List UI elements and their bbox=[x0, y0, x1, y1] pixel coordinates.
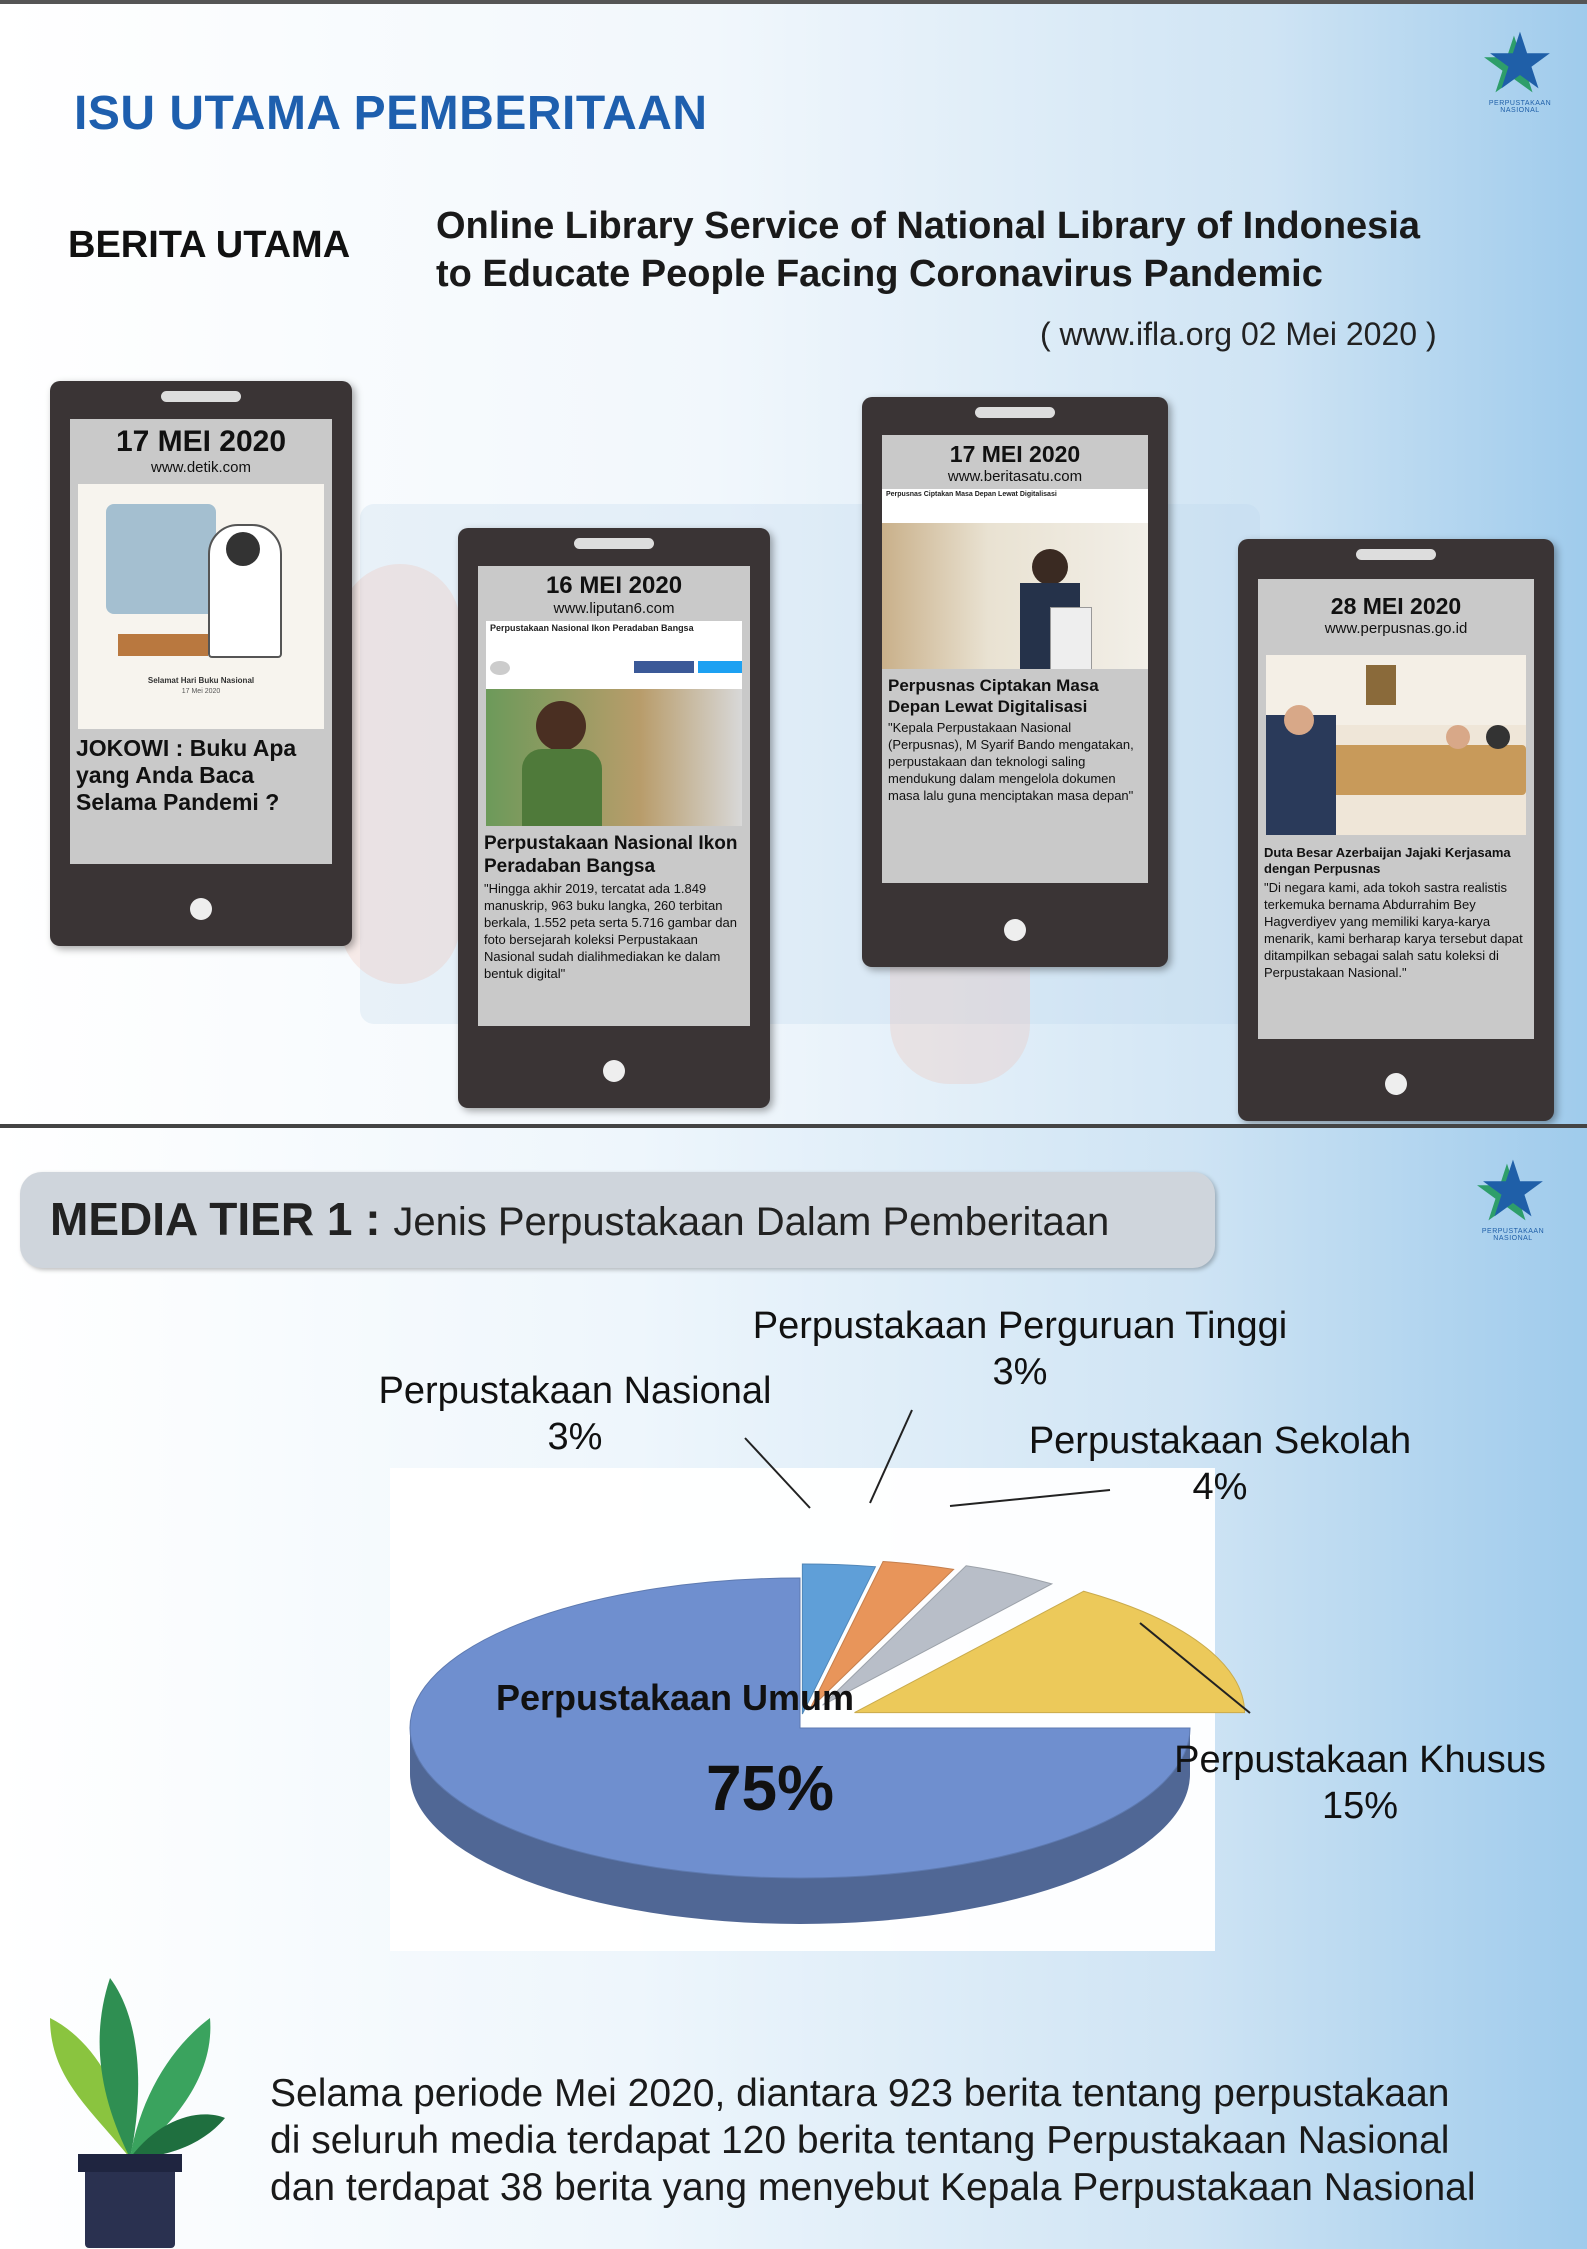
phone-card: 17 MEI 2020 www.detik.com Selamat Hari B… bbox=[50, 381, 352, 946]
title-banner bbox=[20, 1172, 1215, 1268]
news-caption: Perpusnas Ciptakan Masa Depan Lewat Digi… bbox=[888, 676, 1099, 716]
star-logo-icon: ★ bbox=[1485, 17, 1555, 105]
news-date: 17 MEI 2020 bbox=[115, 425, 287, 458]
slice-sekolah bbox=[822, 1565, 1054, 1706]
phone-card: 28 MEI 2020 www.perpusnas.go.id Duta Bes… bbox=[1238, 539, 1554, 1121]
phone-screen: 17 MEI 2020 www.detik.com Selamat Hari B… bbox=[70, 419, 332, 864]
slice-label-sekolah: Perpustakaan Sekolah 4% bbox=[1028, 1420, 1412, 1508]
slice-label-nasional: Perpustakaan Nasional 3% bbox=[378, 1370, 772, 1458]
section-label: BERITA UTAMA bbox=[68, 224, 351, 266]
page-title: ISU UTAMA PEMBERITAAN bbox=[74, 87, 708, 140]
news-image: Selamat Hari Buku Nasional 17 Mei 2020 bbox=[78, 484, 324, 729]
headline: Online Library Service of National Libra… bbox=[436, 205, 1421, 295]
phone-card: 16 MEI 2020 www.liputan6.com Perpustakaa… bbox=[458, 528, 770, 1108]
leader-line bbox=[949, 1489, 1111, 1507]
news-image bbox=[1266, 655, 1526, 835]
slice-khusus bbox=[854, 1590, 1246, 1714]
news-site: www.detik.com bbox=[150, 459, 252, 476]
phone-screen: 28 MEI 2020 www.perpusnas.go.id Duta Bes… bbox=[1258, 579, 1534, 1039]
slide-media-tier: MEDIA TIER 1 : Jenis Perpustakaan Dalam … bbox=[0, 1124, 1587, 2249]
slice-label-umum: Perpustakaan Umum bbox=[495, 1677, 855, 1718]
phone-card: 17 MEI 2020 www.beritasatu.com Perpusnas… bbox=[862, 397, 1168, 967]
leader-line bbox=[744, 1437, 811, 1509]
news-image: Perpustakaan Nasional Ikon Peradaban Ban… bbox=[486, 621, 742, 826]
slice-perguruan-tinggi bbox=[809, 1560, 955, 1710]
summary-text: Selama periode Mei 2020, diantara 923 be… bbox=[270, 2072, 1476, 2209]
plant-icon bbox=[50, 1978, 225, 2248]
slice-nasional bbox=[801, 1563, 877, 1715]
phone-screen: 17 MEI 2020 www.beritasatu.com Perpusnas… bbox=[882, 435, 1148, 883]
slide-isu-utama: ISU UTAMA PEMBERITAAN ★ PERPUSTAKAAN NAS… bbox=[0, 0, 1587, 1126]
pie-chart bbox=[409, 1409, 1251, 1924]
news-site: www.perpusnas.go.id bbox=[1324, 620, 1468, 637]
news-excerpt: "Di negara kami, ada tokoh sastra realis… bbox=[1264, 880, 1523, 980]
news-date: 28 MEI 2020 bbox=[1330, 593, 1462, 619]
news-caption: Duta Besar Azerbaijan Jajaki Kerjasama d… bbox=[1264, 845, 1511, 876]
news-site: www.beritasatu.com bbox=[947, 468, 1083, 485]
logo: ★ PERPUSTAKAAN NASIONAL bbox=[1465, 1150, 1561, 1242]
news-date: 17 MEI 2020 bbox=[949, 441, 1081, 467]
logo: ★ PERPUSTAKAAN NASIONAL bbox=[1472, 22, 1568, 114]
news-caption: Perpustakaan Nasional Ikon Peradaban Ban… bbox=[484, 833, 738, 877]
news-site: www.liputan6.com bbox=[553, 600, 675, 617]
slice-label-perguruan-tinggi: Perpustakaan Perguruan Tinggi 3% bbox=[752, 1305, 1288, 1393]
phone-screen: 16 MEI 2020 www.liputan6.com Perpustakaa… bbox=[478, 566, 750, 1026]
background-figure bbox=[340, 564, 460, 984]
news-date: 16 MEI 2020 bbox=[545, 572, 683, 599]
star-logo-icon: ★ bbox=[1478, 1145, 1548, 1233]
slice-umum bbox=[409, 1577, 1191, 1924]
news-excerpt: "Kepala Perpustakaan Nasional (Perpusnas… bbox=[888, 720, 1134, 803]
headline-source: ( www.ifla.org 02 Mei 2020 ) bbox=[1040, 316, 1437, 352]
news-excerpt: "Hingga akhir 2019, tercatat ada 1.849 m… bbox=[484, 881, 737, 981]
slice-value-umum: 75% bbox=[705, 1752, 835, 1824]
slice-label-khusus: Perpustakaan Khusus 15% bbox=[1174, 1739, 1546, 1827]
leader-line bbox=[869, 1409, 913, 1504]
page-title: MEDIA TIER 1 : Jenis Perpustakaan Dalam … bbox=[50, 1193, 1110, 1245]
leader-line bbox=[1139, 1622, 1251, 1714]
news-image: Perpusnas Ciptakan Masa Depan Lewat Digi… bbox=[882, 489, 1148, 669]
news-caption: JOKOWI : Buku Apa yang Anda Baca Selama … bbox=[76, 735, 297, 815]
